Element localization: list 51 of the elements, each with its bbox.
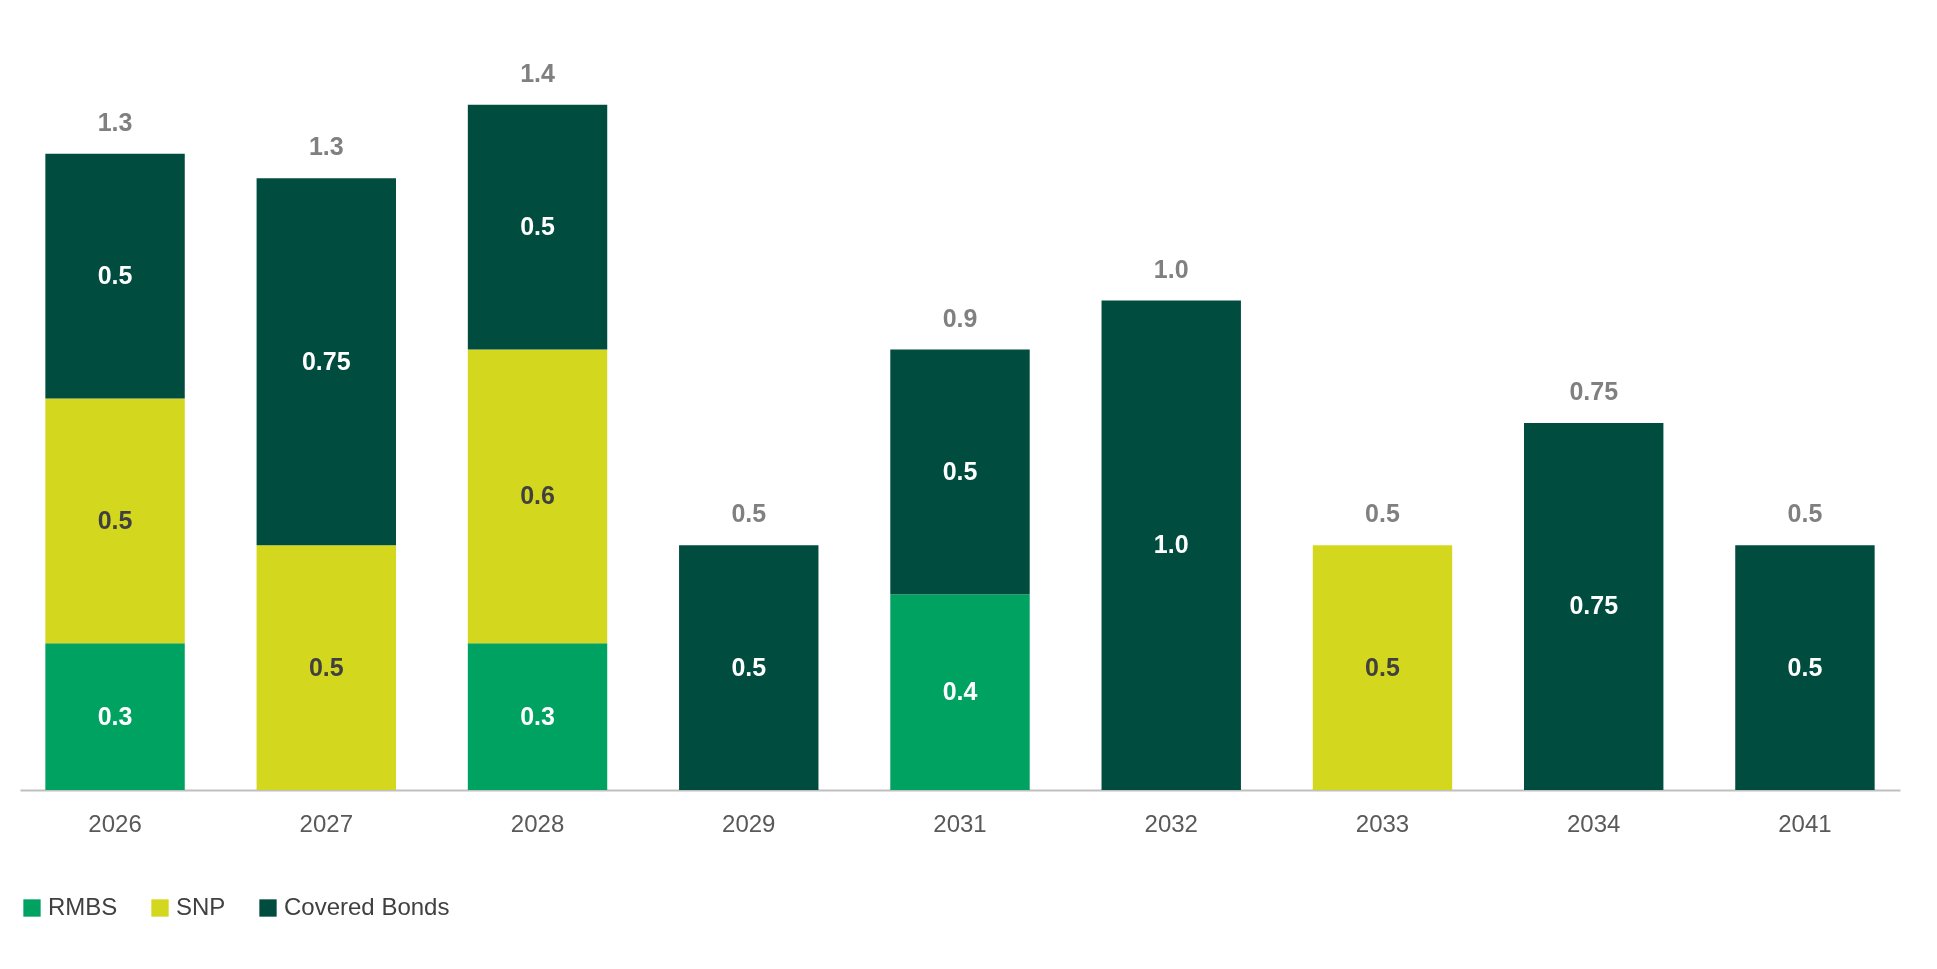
total-label: 1.0 (1153, 254, 1189, 283)
x-tick-label: 2028 (510, 809, 565, 837)
bar (467, 104, 608, 350)
total-label: 1.3 (308, 132, 344, 161)
data-label: 0.3 (520, 701, 555, 730)
data-label: 0.5 (1787, 652, 1823, 681)
legend-label: Covered Bonds (284, 893, 450, 920)
legend-label: RMBS (48, 893, 118, 920)
total-label: 0.5 (731, 499, 767, 528)
bar (1524, 422, 1664, 790)
total-label: 1.3 (97, 107, 133, 136)
data-label: 0.75 (1569, 591, 1619, 620)
data-label: 0.6 (520, 481, 555, 510)
bar (45, 643, 185, 790)
bar (1735, 545, 1875, 790)
x-tick-label: 2031 (933, 809, 987, 837)
bar (1101, 300, 1241, 790)
data-label: 0.5 (520, 212, 555, 241)
data-label: 1.0 (1153, 530, 1189, 559)
data-label: 0.4 (942, 677, 978, 706)
bar (45, 153, 185, 399)
data-label: 0.3 (97, 701, 133, 730)
total-label: 0.75 (1569, 376, 1619, 405)
bar (256, 178, 396, 546)
data-label: 0.75 (301, 346, 351, 375)
legend-label: SNP (176, 893, 226, 920)
bar (45, 398, 185, 644)
data-label: 0.5 (308, 652, 344, 681)
x-tick-label: 2029 (722, 809, 776, 837)
x-tick-label: 2033 (1355, 809, 1410, 837)
bar (1312, 545, 1453, 790)
data-label: 0.5 (1365, 652, 1400, 681)
data-label: 0.5 (942, 456, 978, 485)
data-label: 0.5 (97, 505, 133, 534)
x-tick-label: 2032 (1144, 809, 1198, 837)
x-tick-label: 2027 (299, 809, 353, 837)
bar (890, 594, 1030, 790)
total-label: 1.4 (520, 58, 555, 87)
bar (467, 643, 608, 790)
total-label: 0.5 (1787, 499, 1823, 528)
data-label: 0.5 (97, 261, 133, 290)
x-tick-label: 2026 (88, 809, 142, 837)
total-label: 0.9 (942, 303, 978, 332)
x-tick-label: 2034 (1567, 809, 1621, 837)
bar (890, 349, 1030, 595)
x-tick-label: 2041 (1778, 809, 1832, 837)
bar (679, 545, 819, 790)
bar (256, 545, 396, 790)
total-label: 0.5 (1365, 499, 1400, 528)
data-label: 0.5 (731, 652, 767, 681)
bar (467, 349, 608, 644)
